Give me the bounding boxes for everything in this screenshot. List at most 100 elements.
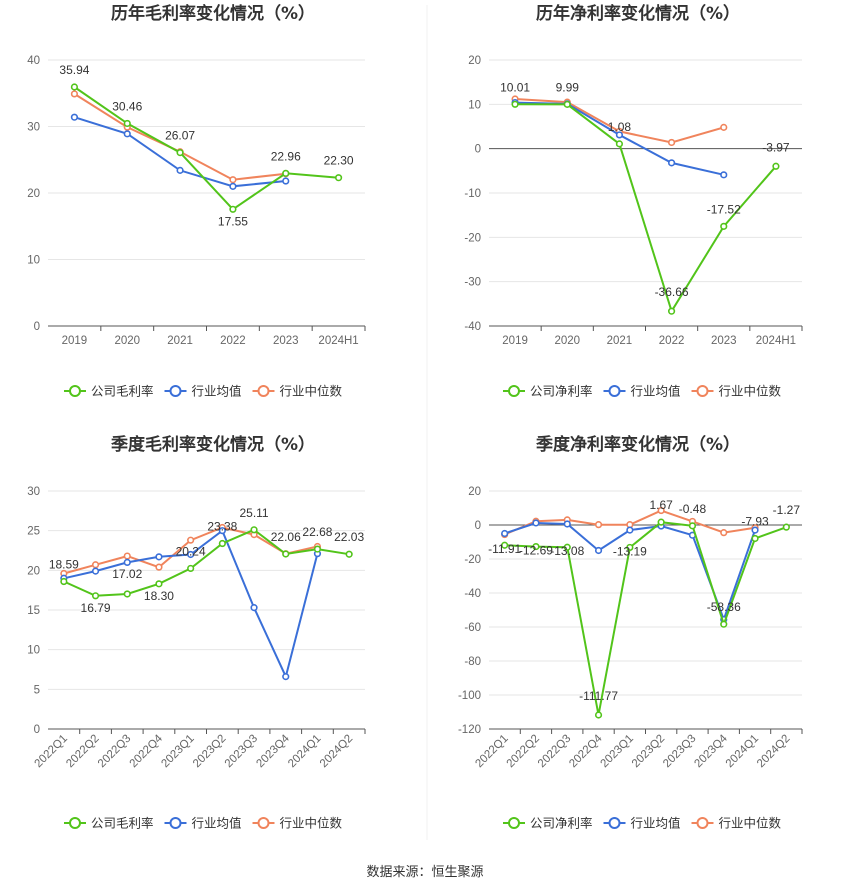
data-point-industry-median xyxy=(657,506,665,515)
data-label: 17.02 xyxy=(112,567,142,581)
data-point-company xyxy=(667,307,676,315)
data-label: -7.93 xyxy=(741,514,769,528)
chart-title: 历年净利率变化情况（%） xyxy=(536,3,740,24)
x-tick-label: 2021 xyxy=(167,335,193,347)
data-point-company xyxy=(282,169,290,177)
data-point-company xyxy=(334,174,343,182)
y-tick-label: -20 xyxy=(464,554,481,566)
x-tick-label: 2024Q2 xyxy=(318,733,355,770)
legend-label: 行业均值 xyxy=(631,816,681,831)
x-tick-label: 2023Q3 xyxy=(661,733,698,770)
legend-item-company[interactable]: 公司毛利率 xyxy=(64,816,154,831)
data-point-industry-avg xyxy=(594,546,603,555)
data-point-company xyxy=(155,580,163,588)
y-tick-label: -40 xyxy=(464,321,481,333)
x-tick-label: 2024H1 xyxy=(756,335,796,347)
legend-label: 行业中位数 xyxy=(280,816,343,831)
legend-item-company[interactable]: 公司净利率 xyxy=(503,384,593,399)
data-point-company xyxy=(688,522,697,530)
data-point-company xyxy=(626,543,634,552)
data-label: -1.27 xyxy=(773,503,801,517)
legend-label: 行业均值 xyxy=(192,384,242,399)
data-label: 10.01 xyxy=(500,80,530,94)
y-tick-label: 30 xyxy=(27,122,40,134)
legend-item-industry-median[interactable]: 行业中位数 xyxy=(691,384,782,399)
data-label: 18.30 xyxy=(144,589,174,603)
legend-marker-icon xyxy=(508,817,520,829)
legend-marker-icon xyxy=(69,817,81,829)
x-tick-label: 2023 xyxy=(711,335,737,347)
x-tick-label: 2022Q1 xyxy=(33,733,70,770)
x-tick-label: 2021 xyxy=(607,335,633,347)
x-tick-label: 2020 xyxy=(554,335,580,347)
data-point-industry-avg xyxy=(501,529,509,538)
legend-marker-icon xyxy=(169,817,182,829)
x-tick-label: 2023Q3 xyxy=(223,733,260,770)
data-point-company xyxy=(532,542,540,551)
data-point-industry-median xyxy=(123,552,131,560)
data-label: 23.38 xyxy=(207,520,237,534)
y-tick-label: -20 xyxy=(464,232,481,244)
x-tick-label: 2022 xyxy=(659,335,685,347)
legend-marker-icon xyxy=(508,385,520,397)
y-tick-label: -80 xyxy=(464,656,481,668)
legend-label: 公司毛利率 xyxy=(91,384,154,399)
legend-label: 行业中位数 xyxy=(719,384,782,399)
y-tick-label: 30 xyxy=(27,486,40,498)
data-point-company xyxy=(229,205,237,213)
chart-panel-3: 季度毛利率变化情况（%）0510152025302022Q12022Q22022… xyxy=(27,434,366,831)
x-tick-label: 2024H1 xyxy=(318,335,358,347)
data-point-company xyxy=(123,590,131,598)
chart-panel-4: 季度净利率变化情况（%） -120 -100 -80 -60 -40 -20 0 20 2022Q… xyxy=(458,434,803,831)
legend-label: 行业均值 xyxy=(631,384,681,399)
data-label: -13.19 xyxy=(613,544,647,558)
y-tick-label: 5 xyxy=(34,684,40,696)
y-tick-label: -30 xyxy=(464,277,481,289)
x-tick-label: 2019 xyxy=(502,335,528,347)
legend-item-industry-median[interactable]: 行业中位数 xyxy=(252,384,343,399)
data-label: -58.36 xyxy=(707,600,741,614)
y-tick-label: 10 xyxy=(27,645,40,657)
legend-item-industry-median[interactable]: 行业中位数 xyxy=(691,816,782,831)
y-tick-label: 0 xyxy=(34,724,40,736)
data-label: -3.97 xyxy=(762,140,790,154)
data-point-company xyxy=(511,100,519,108)
x-tick-label: 2023Q4 xyxy=(254,732,292,770)
data-point-industry-avg xyxy=(720,171,728,179)
legend-item-industry-avg[interactable]: 行业均值 xyxy=(603,816,681,831)
data-label: 22.06 xyxy=(271,530,301,544)
data-point-industry-avg xyxy=(155,553,163,561)
data-point-industry-avg xyxy=(532,519,540,527)
legend-item-industry-avg[interactable]: 行业均值 xyxy=(603,384,681,399)
legend-marker-icon xyxy=(257,817,270,829)
legend-item-industry-avg[interactable]: 行业均值 xyxy=(164,816,242,831)
legend-item-industry-avg[interactable]: 行业均值 xyxy=(164,384,242,399)
series-line-industry-avg xyxy=(515,101,725,176)
legend-item-company[interactable]: 公司净利率 xyxy=(503,816,593,831)
x-tick-label: 2020 xyxy=(114,335,140,347)
data-point-industry-avg xyxy=(282,177,290,185)
data-point-company xyxy=(176,149,184,157)
data-point-industry-avg xyxy=(70,113,79,121)
data-label: -36.66 xyxy=(655,285,689,299)
series-line-company xyxy=(504,521,787,716)
x-tick-label: 2022Q3 xyxy=(96,733,133,770)
data-point-industry-avg xyxy=(751,526,759,534)
legend-marker-icon xyxy=(69,385,81,397)
legend-label: 行业中位数 xyxy=(719,816,782,831)
y-tick-label: 10 xyxy=(468,99,481,111)
data-point-industry-median xyxy=(91,561,100,569)
data-point-industry-avg xyxy=(229,182,237,190)
data-point-company xyxy=(563,100,571,108)
data-label: 22.96 xyxy=(271,149,301,163)
data-point-company xyxy=(594,711,603,719)
legend-label: 公司净利率 xyxy=(530,384,593,399)
legend-item-company[interactable]: 公司毛利率 xyxy=(64,384,154,399)
data-point-industry-avg xyxy=(91,567,100,575)
legend-item-industry-median[interactable]: 行业中位数 xyxy=(252,816,343,831)
data-label: 17.55 xyxy=(218,214,248,228)
legend-marker-icon xyxy=(696,817,709,829)
data-point-industry-avg xyxy=(667,159,676,167)
data-point-industry-median xyxy=(187,536,195,544)
